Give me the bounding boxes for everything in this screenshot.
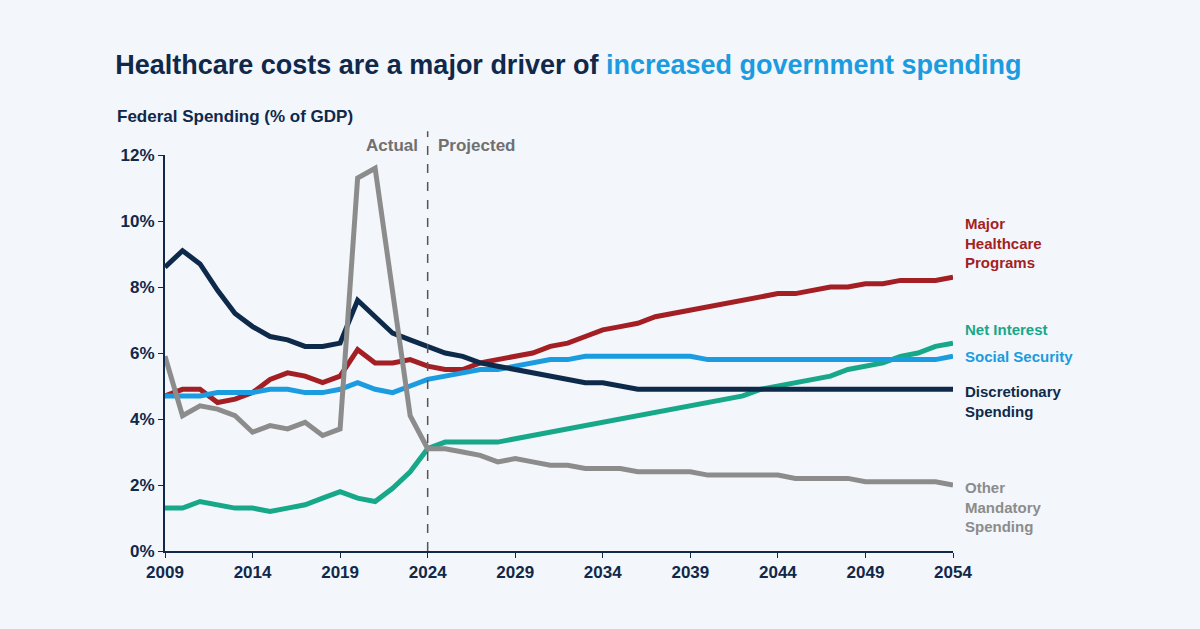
svg-text:2014: 2014 xyxy=(234,563,272,582)
svg-text:2039: 2039 xyxy=(671,563,709,582)
svg-text:2019: 2019 xyxy=(321,563,359,582)
svg-text:Federal Spending (% of GDP): Federal Spending (% of GDP) xyxy=(117,107,353,126)
svg-text:8%: 8% xyxy=(130,278,155,297)
svg-text:12%: 12% xyxy=(121,146,155,165)
svg-text:2029: 2029 xyxy=(496,563,534,582)
svg-text:2009: 2009 xyxy=(146,563,184,582)
svg-text:MajorHealthcarePrograms: MajorHealthcarePrograms xyxy=(965,215,1042,271)
svg-text:2054: 2054 xyxy=(934,563,972,582)
svg-text:2024: 2024 xyxy=(409,563,447,582)
svg-text:DiscretionarySpending: DiscretionarySpending xyxy=(965,383,1062,420)
svg-text:6%: 6% xyxy=(130,344,155,363)
svg-text:OtherMandatorySpending: OtherMandatorySpending xyxy=(965,479,1042,535)
svg-text:2049: 2049 xyxy=(847,563,885,582)
svg-text:Social Security: Social Security xyxy=(965,348,1073,365)
svg-text:10%: 10% xyxy=(121,212,155,231)
svg-text:2044: 2044 xyxy=(759,563,797,582)
svg-text:4%: 4% xyxy=(130,410,155,429)
svg-text:Healthcare costs are a major d: Healthcare costs are a major driver of i… xyxy=(115,50,1021,80)
svg-text:0%: 0% xyxy=(130,542,155,561)
svg-text:Actual: Actual xyxy=(366,136,418,155)
svg-text:Projected: Projected xyxy=(438,136,515,155)
svg-text:2034: 2034 xyxy=(584,563,622,582)
svg-text:Net Interest: Net Interest xyxy=(965,321,1048,338)
svg-text:2%: 2% xyxy=(130,476,155,495)
